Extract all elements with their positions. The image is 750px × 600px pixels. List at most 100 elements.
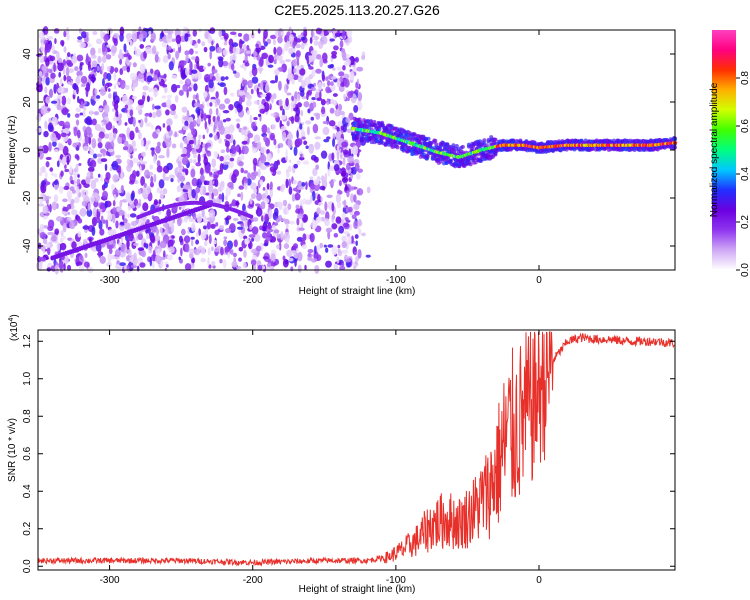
- heatmap-cell: [177, 44, 181, 48]
- heatmap-cell: [238, 246, 244, 252]
- heatmap-cell: [224, 246, 231, 253]
- heatmap-cell: [132, 157, 139, 164]
- heatmap-cell: [293, 146, 298, 157]
- heatmap-cell: [91, 226, 96, 236]
- heatmap-cell: [94, 123, 102, 131]
- heatmap-cell: [105, 54, 112, 60]
- heatmap-cell: [214, 178, 219, 188]
- heatmap-cell: [327, 168, 331, 177]
- heatmap-cell: [186, 132, 193, 143]
- heatmap-cell: [45, 76, 50, 86]
- heatmap-cell: [322, 126, 330, 136]
- heatmap-cell: [353, 251, 357, 256]
- heatmap-cell: [361, 232, 366, 237]
- heatmap-cell: [86, 208, 93, 218]
- heatmap-cell: [142, 85, 149, 91]
- heatmap-cell: [41, 166, 46, 173]
- heatmap-cell: [207, 62, 211, 67]
- heatmap-cell: [183, 235, 191, 244]
- heatmap-cell: [103, 133, 110, 139]
- heatmap-cell: [343, 93, 347, 101]
- heatmap-cell: [175, 50, 180, 59]
- heatmap-cell: [92, 207, 97, 217]
- heatmap-cell: [320, 150, 328, 159]
- snr-y-multiplier: (x104): [8, 314, 20, 341]
- heatmap-cell: [262, 256, 269, 260]
- heatmap-cell: [274, 74, 278, 83]
- heatmap-cell: [65, 59, 72, 65]
- heatmap-cell: [198, 65, 205, 73]
- heatmap-cell: [130, 221, 137, 227]
- colorbar-label: Normalized spectral amplitude: [709, 82, 720, 217]
- heatmap-cell: [35, 127, 43, 133]
- heatmap-cell: [287, 203, 292, 211]
- heatmap-cell: [238, 48, 245, 54]
- heatmap-cell: [153, 87, 158, 98]
- heatmap-cell: [98, 107, 103, 112]
- heatmap-cell: [113, 132, 117, 139]
- heatmap-cell: [232, 70, 237, 74]
- heatmap-cell: [60, 132, 67, 138]
- heatmap-cell: [101, 55, 107, 63]
- heatmap-cell: [303, 140, 308, 145]
- heatmap-cell: [200, 246, 206, 255]
- heatmap-cell: [322, 82, 326, 88]
- heatmap-cell: [278, 241, 282, 251]
- colorbar-tick-label: 0.8: [740, 71, 750, 85]
- heatmap-cell: [191, 222, 196, 232]
- heatmap-cell: [194, 102, 200, 108]
- heatmap-cell: [330, 98, 335, 105]
- heatmap-cell: [144, 169, 150, 179]
- heatmap-cell: [53, 28, 60, 34]
- spectrogram-y-label: Frequency (Hz): [7, 116, 18, 185]
- heatmap-cell: [84, 135, 90, 145]
- heatmap-cell: [319, 57, 324, 68]
- heatmap-cell: [39, 197, 43, 205]
- heatmap-cell: [348, 148, 351, 159]
- heatmap-cell: [296, 160, 301, 165]
- heatmap-cell: [40, 42, 45, 53]
- heatmap-cell: [347, 235, 352, 246]
- heatmap-cell: [308, 55, 314, 63]
- heatmap-cell: [211, 40, 214, 46]
- heatmap-cell: [242, 79, 248, 86]
- heatmap-cell: [203, 225, 207, 230]
- heatmap-cell: [216, 115, 220, 123]
- heatmap-cell: [288, 257, 294, 262]
- heatmap-cell: [240, 191, 244, 201]
- heatmap-cell: [87, 166, 95, 173]
- heatmap-cell: [76, 54, 84, 62]
- heatmap-cell: [85, 126, 92, 136]
- heatmap-cell: [101, 42, 106, 53]
- heatmap-cell: [310, 86, 316, 92]
- heatmap-cell: [53, 62, 56, 73]
- heatmap-cell: [125, 109, 128, 114]
- heatmap-cell: [149, 234, 156, 243]
- heatmap-cell: [143, 50, 147, 59]
- heatmap-cell: [79, 207, 87, 217]
- heatmap-cell: [165, 33, 173, 43]
- heatmap-cell: [335, 216, 342, 224]
- heatmap-cell: [208, 108, 213, 116]
- spectrogram-heatmap: [35, 25, 678, 275]
- heatmap-cell: [45, 57, 50, 67]
- heatmap-cell: [145, 233, 150, 240]
- heatmap-cell: [129, 130, 135, 141]
- heatmap-cell: [36, 84, 43, 93]
- heatmap-cell: [336, 126, 340, 132]
- heatmap-cell: [162, 123, 166, 128]
- heatmap-cell: [354, 89, 359, 94]
- heatmap-cell: [94, 88, 98, 95]
- heatmap-cell: [130, 192, 135, 201]
- heatmap-cell: [255, 43, 259, 48]
- heatmap-cell: [280, 230, 284, 241]
- heatmap-cell: [340, 167, 347, 178]
- heatmap-cell: [91, 192, 99, 198]
- heatmap-cell: [302, 233, 307, 242]
- heatmap-cell: [273, 46, 277, 55]
- heatmap-cell: [288, 220, 296, 225]
- heatmap-cell: [45, 242, 51, 248]
- heatmap-cell: [336, 78, 341, 88]
- heatmap-cell: [85, 53, 89, 63]
- heatmap-cell: [132, 116, 136, 127]
